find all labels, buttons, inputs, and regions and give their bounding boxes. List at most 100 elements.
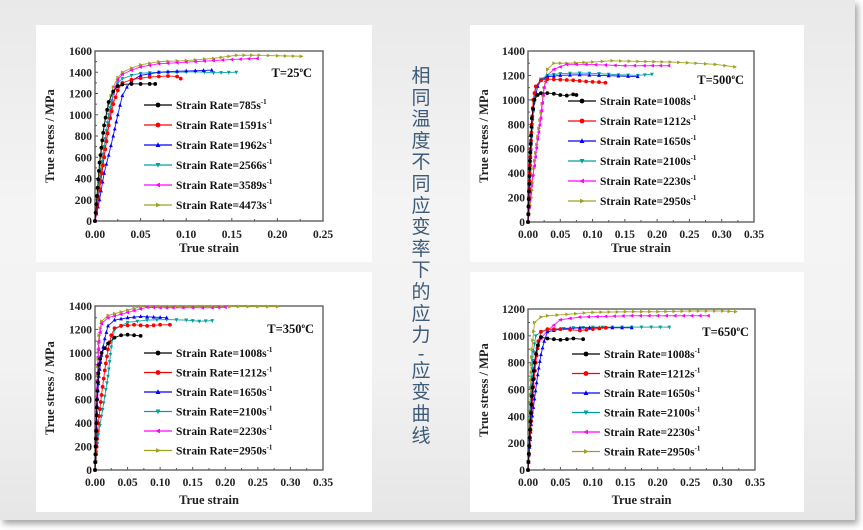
circle-marker-icon xyxy=(526,212,531,217)
chart-500c: 0.00 0.05 0.10 0.15 0.20 0.25 0.30 0.35 0 200 400 6… xyxy=(477,46,764,255)
triangle-left-marker-icon xyxy=(155,428,160,434)
legend-label: Strain Rate=785s-1 xyxy=(176,98,267,112)
triangle-right-marker-icon xyxy=(228,304,232,309)
triangle-down-marker-icon xyxy=(155,409,161,415)
circle-marker-icon xyxy=(558,93,563,97)
triangle-down-marker-icon xyxy=(109,99,114,103)
triangle-up-marker-icon xyxy=(533,388,538,393)
circle-marker-icon xyxy=(103,361,108,366)
triangle-right-marker-icon xyxy=(610,58,615,63)
chart-panel-650c: 0.00 0.05 0.10 0.15 0.20 0.25 0.30 0.35 0 200 400 6… xyxy=(470,272,804,512)
triangle-left-marker-icon xyxy=(211,58,216,63)
triangle-up-marker-icon xyxy=(558,73,563,77)
circle-marker-icon xyxy=(166,74,170,78)
triangle-right-marker-icon xyxy=(694,61,699,66)
x-tick-label: 0.05 xyxy=(550,229,570,241)
triangle-down-marker-icon xyxy=(529,375,534,380)
circle-marker-icon xyxy=(568,327,573,332)
triangle-left-marker-icon xyxy=(220,58,225,62)
circle-marker-icon xyxy=(539,91,543,96)
legend-item: Strain Rate=1008s-1 xyxy=(144,346,273,360)
triangle-right-marker-icon xyxy=(668,60,673,64)
x-tick-label: 0.25 xyxy=(679,229,699,241)
circle-marker-icon xyxy=(545,336,550,341)
triangle-down-marker-icon xyxy=(97,423,102,428)
triangle-left-marker-icon xyxy=(594,314,599,319)
triangle-right-marker-icon xyxy=(623,309,628,314)
legend-item: Strain Rate=1008s-1 xyxy=(572,347,701,361)
triangle-right-marker-icon xyxy=(615,309,620,314)
triangle-up-marker-icon xyxy=(109,143,113,148)
triangle-down-marker-icon xyxy=(129,73,134,78)
triangle-down-marker-icon xyxy=(109,345,114,350)
triangle-left-marker-icon xyxy=(138,307,143,311)
circle-marker-icon xyxy=(99,145,104,150)
triangle-right-marker-icon xyxy=(599,310,604,315)
triangle-down-marker-icon xyxy=(190,319,195,323)
triangle-up-marker-icon xyxy=(104,161,109,166)
triangle-up-marker-icon xyxy=(155,389,161,394)
series-line xyxy=(526,91,579,224)
circle-marker-icon xyxy=(558,337,563,342)
x-tick-label: 0.25 xyxy=(248,477,268,489)
triangle-right-marker-icon xyxy=(631,309,636,314)
temperature-annotation: T=350oC xyxy=(267,322,314,336)
triangle-down-marker-icon xyxy=(583,410,589,416)
triangle-up-marker-icon xyxy=(534,380,539,385)
title-char: 不 xyxy=(411,151,431,174)
triangle-left-marker-icon xyxy=(533,154,538,159)
triangle-right-marker-icon xyxy=(704,61,708,66)
triangle-right-marker-icon xyxy=(733,64,737,69)
triangle-right-marker-icon xyxy=(299,54,304,59)
circle-marker-icon xyxy=(95,389,100,393)
legend-label: Strain Rate=1650s-1 xyxy=(176,385,273,399)
triangle-right-marker-icon xyxy=(552,61,557,66)
triangle-left-marker-icon xyxy=(689,313,694,318)
triangle-right-marker-icon xyxy=(529,370,534,375)
circle-marker-icon xyxy=(101,163,105,168)
triangle-right-marker-icon xyxy=(111,85,116,90)
triangle-up-marker-icon xyxy=(535,372,540,377)
circle-marker-icon xyxy=(552,327,556,332)
title-char: 率 xyxy=(411,237,431,260)
legend-item: Strain Rate=1962s-1 xyxy=(144,138,273,152)
triangle-up-marker-icon xyxy=(610,325,615,330)
triangle-right-marker-icon xyxy=(648,309,652,314)
triangle-up-marker-icon xyxy=(542,338,547,343)
circle-marker-icon xyxy=(529,394,534,399)
circle-marker-icon xyxy=(119,324,123,328)
circle-marker-icon xyxy=(103,115,108,120)
triangle-down-marker-icon xyxy=(115,81,120,86)
circle-marker-icon xyxy=(571,92,576,97)
triangle-left-marker-icon xyxy=(229,57,234,62)
triangle-right-marker-icon xyxy=(652,59,657,64)
triangle-left-marker-icon xyxy=(155,182,160,188)
triangle-up-marker-icon xyxy=(155,142,161,147)
y-tick-label: 0 xyxy=(86,216,92,228)
triangle-down-marker-icon xyxy=(135,319,140,324)
triangle-right-marker-icon xyxy=(156,448,161,453)
legend-item: Strain Rate=2950s-1 xyxy=(572,445,701,459)
title-char: 应 xyxy=(411,194,431,217)
triangle-up-marker-icon xyxy=(545,74,550,79)
series-line xyxy=(93,332,143,472)
circle-marker-icon xyxy=(527,181,532,186)
legend-label: Strain Rate=2230s-1 xyxy=(176,424,273,438)
triangle-up-marker-icon xyxy=(193,68,198,73)
circle-marker-icon xyxy=(95,194,99,198)
y-tick-label: 800 xyxy=(508,119,526,131)
legend-item: Strain Rate=1591s-1 xyxy=(144,118,273,132)
circle-marker-icon xyxy=(527,174,532,179)
triangle-left-marker-icon xyxy=(551,323,556,327)
circle-marker-icon xyxy=(155,370,161,375)
triangle-left-marker-icon xyxy=(658,63,663,68)
triangle-right-marker-icon xyxy=(156,202,161,208)
y-tick-label: 1000 xyxy=(69,110,92,122)
triangle-left-marker-icon xyxy=(97,330,102,335)
triangle-up-marker-icon xyxy=(120,93,125,98)
triangle-up-marker-icon xyxy=(166,69,170,74)
triangle-down-marker-icon xyxy=(102,394,107,399)
circle-marker-icon xyxy=(156,74,161,79)
triangle-left-marker-icon xyxy=(174,60,179,65)
x-tick-label: 0.30 xyxy=(280,477,300,489)
